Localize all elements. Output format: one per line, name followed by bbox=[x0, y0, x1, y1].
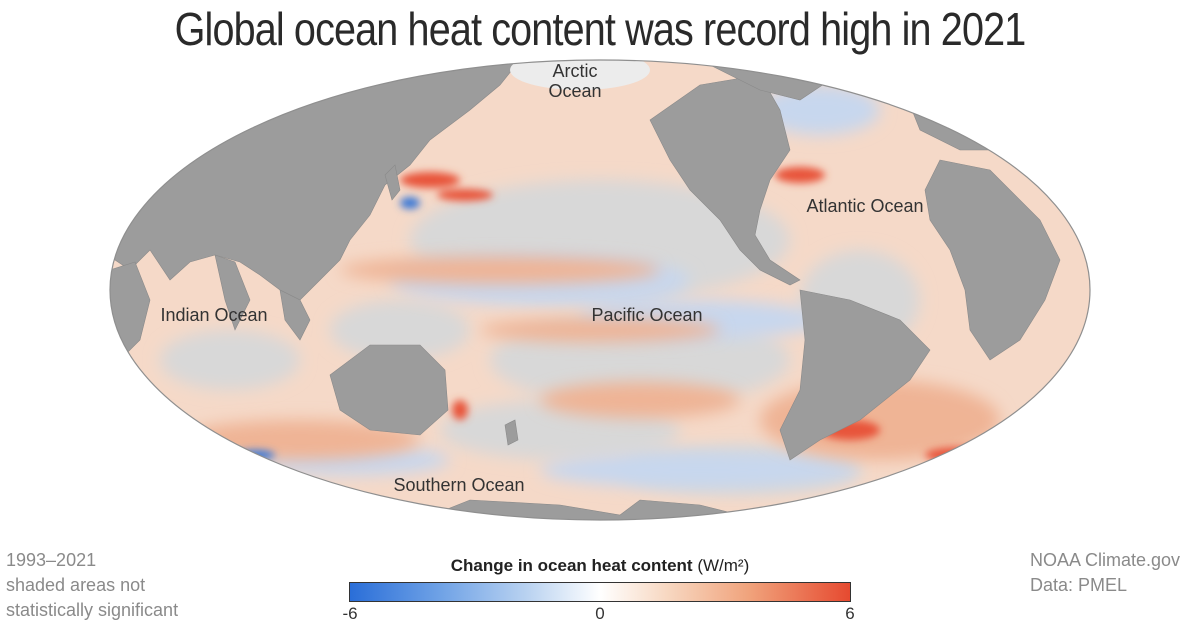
ocean-anomaly-layer bbox=[110, 60, 1090, 520]
legend-tick-mid: 0 bbox=[595, 604, 605, 623]
globe-outline bbox=[109, 59, 1091, 521]
land-masses bbox=[110, 60, 1061, 520]
legend-ticks: -6 0 6 bbox=[342, 602, 854, 624]
legend-color-bar bbox=[349, 582, 851, 602]
notes-left: 1993–2021 shaded areas not statistically… bbox=[6, 548, 178, 623]
credit-source: NOAA Climate.gov bbox=[1030, 550, 1181, 570]
legend-title-text: Change in ocean heat content bbox=[450, 556, 693, 575]
label-pacific-ocean: Pacific Ocean bbox=[591, 305, 702, 325]
label-atlantic-ocean: Atlantic Ocean bbox=[806, 196, 923, 216]
legend-tick-min: -6 bbox=[342, 604, 358, 623]
legend-title: Change in ocean heat content (W/m²) bbox=[340, 556, 860, 576]
credit-data: Data: PMEL bbox=[1030, 575, 1128, 595]
shaded-note-line1: shaded areas not bbox=[6, 575, 146, 595]
legend-tick-max: 6 bbox=[845, 604, 855, 623]
credits: NOAA Climate.gov Data: PMEL bbox=[1030, 548, 1180, 598]
color-legend: Change in ocean heat content (W/m²) -6 0… bbox=[340, 556, 860, 624]
label-southern-ocean: Southern Ocean bbox=[393, 475, 524, 495]
label-arctic-ocean-line1: Arctic bbox=[553, 61, 598, 81]
label-arctic-ocean-line2: Ocean bbox=[548, 81, 601, 101]
label-indian-ocean: Indian Ocean bbox=[160, 305, 267, 325]
shaded-note-line2: statistically significant bbox=[6, 600, 179, 620]
legend-unit: (W/m²) bbox=[697, 556, 750, 575]
map-title: Global ocean heat content was record hig… bbox=[174, 3, 1027, 55]
period-note: 1993–2021 bbox=[6, 550, 97, 570]
